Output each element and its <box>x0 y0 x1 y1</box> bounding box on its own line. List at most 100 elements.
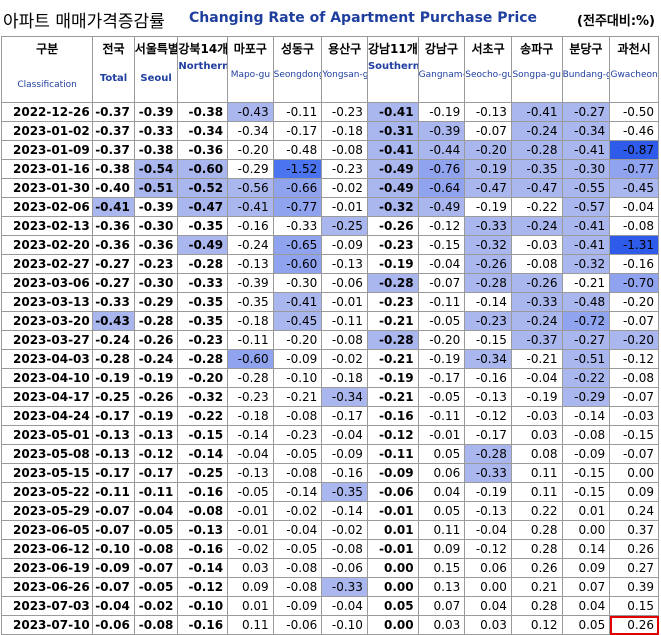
value-cell: -0.34 <box>464 349 512 369</box>
value-cell: -0.19 <box>464 197 512 217</box>
value-cell: 0.22 <box>510 501 563 521</box>
value-cell: -0.44 <box>417 140 466 160</box>
price-change-table: 구분 Classification 전국 Total 서울특별시 Seoul 강북14개구 N… <box>0 36 659 635</box>
value-cell: -0.06 <box>321 273 368 293</box>
table-row: 2023-01-30 -0.40 -0.51 -0.52 -0.56 -0.66 -0.02… <box>0 178 659 198</box>
value-cell: -0.33 <box>177 273 229 293</box>
value-cell: -0.08 <box>321 539 368 559</box>
table-row: 2023-04-24 -0.17 -0.19 -0.22 -0.18 -0.08 -0.17… <box>0 406 659 426</box>
column-header-en: Total <box>99 73 128 84</box>
value-cell: -0.33 <box>464 216 512 236</box>
row-date: 2023-05-29 <box>0 501 94 521</box>
value-cell: 0.00 <box>366 577 419 597</box>
value-cell: -0.05 <box>227 482 274 502</box>
value-cell: -0.01 <box>417 425 466 445</box>
value-cell: -0.35 <box>177 216 229 236</box>
value-cell: -0.08 <box>272 463 323 483</box>
value-cell: -0.41 <box>227 197 274 217</box>
value-cell: -0.35 <box>177 311 229 331</box>
value-cell: -0.49 <box>366 159 419 179</box>
value-cell: -0.24 <box>510 311 563 331</box>
value-cell: -0.03 <box>510 235 563 255</box>
value-cell: -0.21 <box>366 311 419 331</box>
value-cell: 0.03 <box>417 615 466 635</box>
value-cell: 0.08 <box>510 444 563 464</box>
row-date: 2023-03-13 <box>0 292 94 312</box>
value-cell: -0.33 <box>510 292 563 312</box>
value-cell: 0.26 <box>510 558 563 578</box>
value-cell: -0.20 <box>177 368 229 388</box>
value-cell: -0.11 <box>92 482 135 502</box>
value-cell: -0.37 <box>92 102 135 122</box>
column-header-5: 성동구 Seongdong-gu <box>272 36 323 103</box>
value-cell: 0.07 <box>561 577 611 597</box>
value-cell: -0.35 <box>227 292 274 312</box>
table-header: 구분 Classification 전국 Total 서울특별시 Seoul 강북14개구 N… <box>0 36 659 103</box>
value-cell: 0.09 <box>227 577 274 597</box>
value-cell: -0.47 <box>464 178 512 198</box>
value-cell: -0.33 <box>321 577 368 597</box>
value-cell: 0.27 <box>609 558 659 578</box>
value-cell: 0.06 <box>464 558 512 578</box>
value-cell: -0.17 <box>464 425 512 445</box>
value-cell: -0.19 <box>510 387 563 407</box>
value-cell: -0.08 <box>510 254 563 274</box>
value-cell: -0.21 <box>272 387 323 407</box>
value-cell: -0.28 <box>464 444 512 464</box>
value-cell: -0.45 <box>272 311 323 331</box>
value-cell: -0.14 <box>177 444 229 464</box>
value-cell: 0.15 <box>417 558 466 578</box>
value-cell: -0.02 <box>321 178 368 198</box>
table-row: 2023-06-12 -0.10 -0.08 -0.16 -0.02 -0.05 -0.08… <box>0 539 659 559</box>
value-cell: -0.35 <box>177 292 229 312</box>
value-cell: 0.04 <box>561 596 611 616</box>
value-cell: -0.41 <box>366 102 419 122</box>
value-cell: -0.02 <box>227 539 274 559</box>
column-header-kr: 강남11개구 <box>367 42 418 56</box>
value-cell: 0.05 <box>417 501 466 521</box>
value-cell: -0.09 <box>272 596 323 616</box>
value-cell: -0.23 <box>177 330 229 350</box>
row-date: 2023-03-06 <box>0 273 94 293</box>
value-cell: -0.33 <box>133 121 179 141</box>
column-header-en: Mapo-gu <box>230 70 271 80</box>
value-cell: -0.32 <box>561 254 611 274</box>
value-cell: -0.11 <box>227 330 274 350</box>
value-cell: -0.05 <box>133 577 179 597</box>
column-header-7: 강남11개구 Southern Seoul <box>366 36 419 103</box>
value-cell: -0.11 <box>366 444 419 464</box>
value-cell: -0.24 <box>510 216 563 236</box>
value-cell: -0.05 <box>417 387 466 407</box>
value-cell: -0.08 <box>561 425 611 445</box>
value-cell: -0.16 <box>177 539 229 559</box>
title-korean: 아파트 매매가격증감률 <box>3 12 165 32</box>
row-date: 2023-06-05 <box>0 520 94 540</box>
value-cell: -0.33 <box>464 463 512 483</box>
value-cell: -0.20 <box>464 140 512 160</box>
row-date: 2023-07-03 <box>0 596 94 616</box>
table-row: 2023-01-09 -0.37 -0.38 -0.36 -0.20 -0.48 -0.08… <box>0 140 659 160</box>
value-cell: 0.00 <box>561 520 611 540</box>
value-cell: -0.43 <box>227 102 274 122</box>
value-cell: -0.45 <box>609 178 659 198</box>
value-cell: -0.02 <box>272 501 323 521</box>
value-cell: -0.18 <box>321 121 368 141</box>
value-cell: -0.13 <box>92 425 135 445</box>
value-cell: -0.04 <box>609 197 659 217</box>
table-row: 2023-07-03 -0.04 -0.02 -0.10 0.01 -0.09 -0.04 0… <box>0 596 659 616</box>
table-row: 2023-04-03 -0.28 -0.24 -0.28 -0.60 -0.09 -0.02… <box>0 349 659 369</box>
value-cell: -0.07 <box>609 444 659 464</box>
value-cell: -0.14 <box>272 482 323 502</box>
value-cell: -0.08 <box>272 406 323 426</box>
value-cell: -0.13 <box>227 463 274 483</box>
row-date: 2023-05-01 <box>0 425 94 445</box>
value-cell: -0.12 <box>366 425 419 445</box>
value-cell: -0.23 <box>272 425 323 445</box>
value-cell: -0.17 <box>133 463 179 483</box>
value-cell: -0.41 <box>92 197 135 217</box>
table-row: 2023-02-06 -0.41 -0.39 -0.47 -0.41 -0.77 -0.01… <box>0 197 659 217</box>
column-header-kr: 과천시 <box>617 42 651 56</box>
row-date: 2023-02-20 <box>0 235 94 255</box>
unit-label: (전주대비:%) <box>577 14 655 29</box>
row-date: 2023-06-19 <box>0 558 94 578</box>
